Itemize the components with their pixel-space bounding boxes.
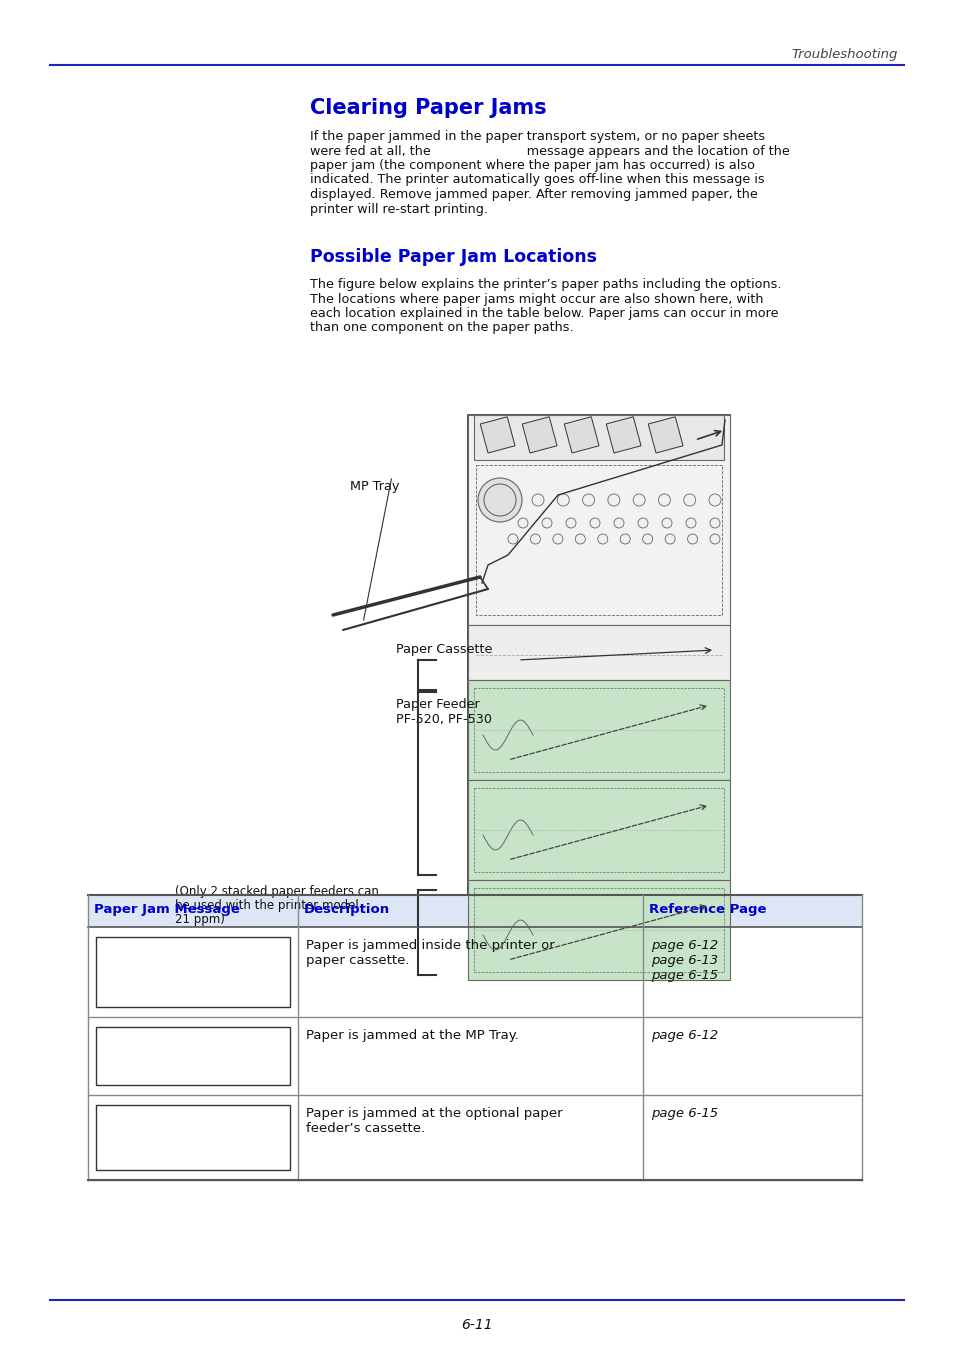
Circle shape bbox=[709, 517, 720, 528]
Circle shape bbox=[661, 517, 671, 528]
Circle shape bbox=[685, 517, 696, 528]
Bar bbox=[521, 416, 557, 453]
Text: be used with the printer model: be used with the printer model bbox=[174, 898, 358, 912]
Circle shape bbox=[687, 534, 697, 544]
Bar bbox=[468, 680, 729, 780]
Circle shape bbox=[507, 534, 517, 544]
Bar bbox=[468, 780, 729, 880]
Circle shape bbox=[664, 534, 675, 544]
Text: page 6-15: page 6-15 bbox=[650, 1106, 718, 1120]
Circle shape bbox=[553, 534, 562, 544]
Text: Possible Paper Jam Locations: Possible Paper Jam Locations bbox=[310, 249, 597, 266]
Circle shape bbox=[541, 517, 552, 528]
Text: Paper Feeder: Paper Feeder bbox=[395, 698, 479, 711]
Bar bbox=[468, 415, 729, 626]
Bar bbox=[605, 416, 640, 453]
Text: Paper Jam Message: Paper Jam Message bbox=[94, 902, 239, 916]
Bar bbox=[96, 1027, 290, 1085]
Text: paper cassette.: paper cassette. bbox=[306, 954, 409, 967]
Text: were fed at all, the                        message appears and the location of : were fed at all, the message appears and… bbox=[310, 145, 789, 158]
Text: printer will re-start printing.: printer will re-start printing. bbox=[310, 203, 488, 216]
Bar bbox=[468, 415, 729, 925]
Text: Description: Description bbox=[304, 902, 390, 916]
Bar bbox=[96, 1105, 290, 1170]
Circle shape bbox=[565, 517, 576, 528]
Text: page 6-12: page 6-12 bbox=[650, 939, 718, 952]
Text: 21 ppm): 21 ppm) bbox=[174, 913, 225, 925]
Text: indicated. The printer automatically goes off-line when this message is: indicated. The printer automatically goe… bbox=[310, 173, 763, 186]
Bar bbox=[479, 416, 515, 453]
Text: If the paper jammed in the paper transport system, or no paper sheets: If the paper jammed in the paper transpo… bbox=[310, 130, 764, 143]
Circle shape bbox=[614, 517, 623, 528]
Circle shape bbox=[483, 484, 516, 516]
Bar bbox=[468, 626, 729, 680]
Circle shape bbox=[557, 494, 569, 507]
Bar bbox=[96, 938, 290, 1006]
Text: Paper is jammed at the optional paper: Paper is jammed at the optional paper bbox=[306, 1106, 562, 1120]
Text: each location explained in the table below. Paper jams can occur in more: each location explained in the table bel… bbox=[310, 307, 778, 320]
Circle shape bbox=[582, 494, 594, 507]
Text: The figure below explains the printer’s paper paths including the options.: The figure below explains the printer’s … bbox=[310, 278, 781, 290]
Text: page 6-15: page 6-15 bbox=[650, 969, 718, 982]
Circle shape bbox=[683, 494, 695, 507]
Text: page 6-12: page 6-12 bbox=[650, 1029, 718, 1042]
Circle shape bbox=[530, 534, 540, 544]
Text: Reference Page: Reference Page bbox=[648, 902, 765, 916]
Bar bbox=[468, 880, 729, 979]
Circle shape bbox=[532, 494, 543, 507]
Text: displayed. Remove jammed paper. After removing jammed paper, the: displayed. Remove jammed paper. After re… bbox=[310, 188, 757, 201]
Circle shape bbox=[709, 534, 720, 544]
Text: paper jam (the component where the paper jam has occurred) is also: paper jam (the component where the paper… bbox=[310, 159, 754, 172]
Bar bbox=[88, 894, 862, 927]
Circle shape bbox=[477, 478, 521, 521]
Text: Paper Cassette: Paper Cassette bbox=[395, 643, 492, 657]
Bar bbox=[563, 416, 598, 453]
Bar bbox=[647, 416, 682, 453]
Circle shape bbox=[642, 534, 652, 544]
Circle shape bbox=[708, 494, 720, 507]
Text: The locations where paper jams might occur are also shown here, with: The locations where paper jams might occ… bbox=[310, 293, 762, 305]
Text: Paper is jammed at the MP Tray.: Paper is jammed at the MP Tray. bbox=[306, 1029, 518, 1042]
Circle shape bbox=[607, 494, 619, 507]
Text: Paper is jammed inside the printer or: Paper is jammed inside the printer or bbox=[306, 939, 554, 952]
Circle shape bbox=[589, 517, 599, 528]
Circle shape bbox=[638, 517, 647, 528]
Circle shape bbox=[658, 494, 670, 507]
Bar bbox=[474, 415, 723, 459]
Circle shape bbox=[619, 534, 630, 544]
Text: (Only 2 stacked paper feeders can: (Only 2 stacked paper feeders can bbox=[174, 885, 378, 898]
Text: Clearing Paper Jams: Clearing Paper Jams bbox=[310, 99, 546, 118]
Text: 6-11: 6-11 bbox=[460, 1319, 493, 1332]
Circle shape bbox=[517, 517, 527, 528]
Circle shape bbox=[575, 534, 585, 544]
Circle shape bbox=[598, 534, 607, 544]
Text: PF-520, PF-530: PF-520, PF-530 bbox=[395, 713, 492, 725]
Text: MP Tray: MP Tray bbox=[350, 480, 399, 493]
Text: Troubleshooting: Troubleshooting bbox=[791, 49, 897, 61]
Text: page 6-13: page 6-13 bbox=[650, 954, 718, 967]
Circle shape bbox=[633, 494, 644, 507]
Text: than one component on the paper paths.: than one component on the paper paths. bbox=[310, 322, 573, 335]
Text: feeder’s cassette.: feeder’s cassette. bbox=[306, 1121, 425, 1135]
